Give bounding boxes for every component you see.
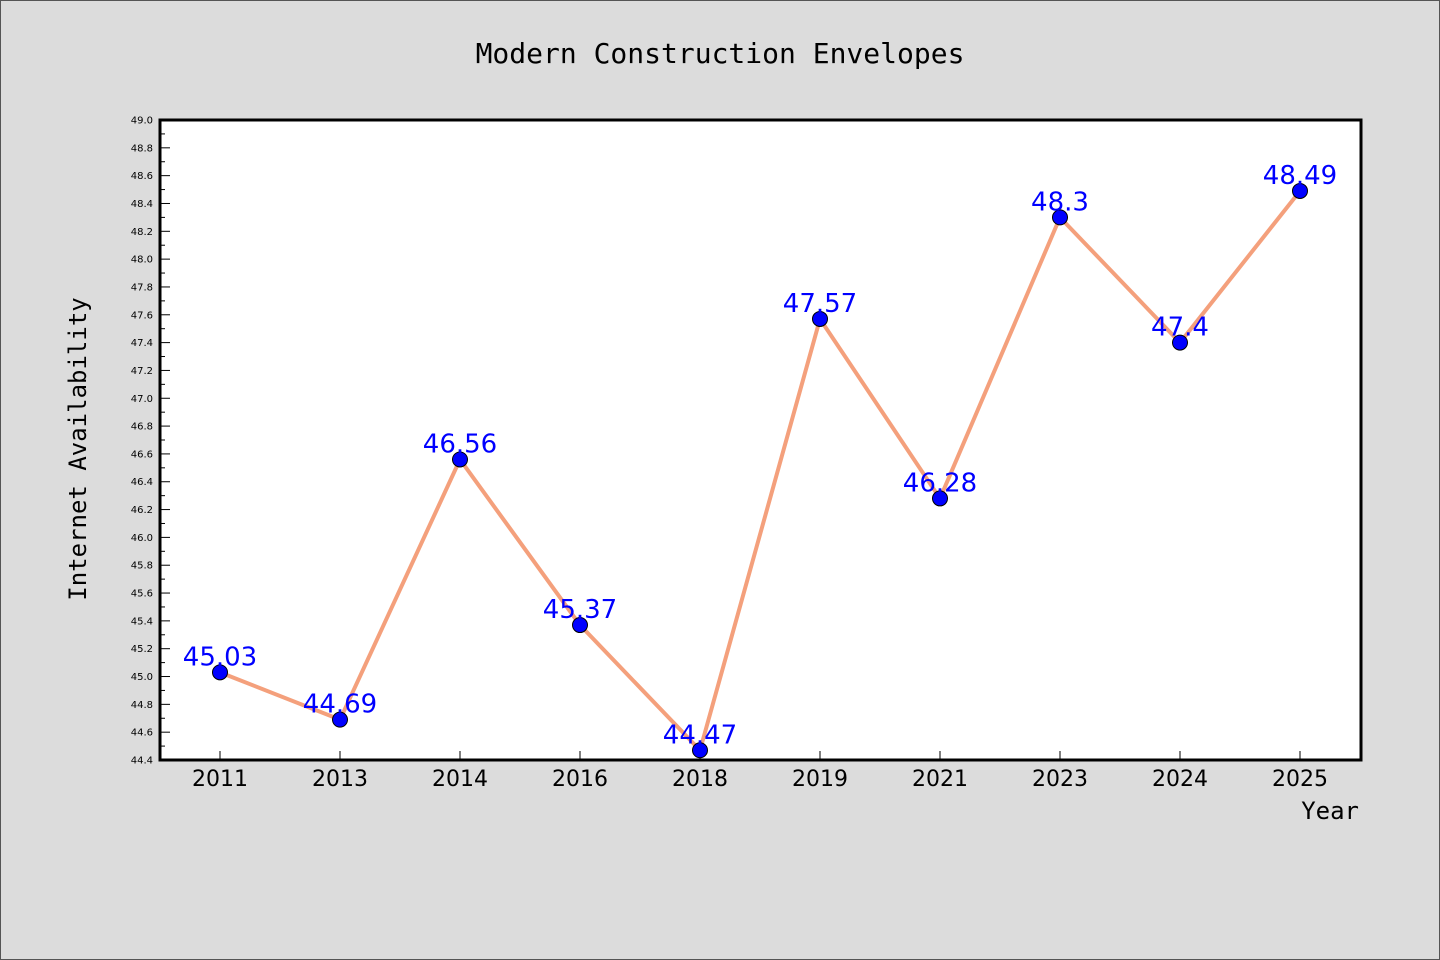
x-tick-label: 2025 [1272, 767, 1328, 792]
data-label: 48.3 [1031, 187, 1089, 217]
y-tick-label: 44.4 [131, 756, 153, 767]
data-point [1292, 182, 1308, 199]
data-labels: 45.03 44.69 46.56 45.37 44.47 47.57 46.28 48.3 4… [183, 161, 1337, 750]
data-label: 46.28 [903, 468, 977, 498]
x-tick-label: 2016 [552, 767, 608, 792]
x-axis: 2011 2013 2014 2016 2018 2019 2021 2023 2024 2025 [192, 751, 1328, 792]
y-tick-label: 46.8 [131, 422, 153, 433]
x-tick-label: 2014 [432, 767, 488, 792]
x-tick-label: 2019 [792, 767, 848, 792]
y-axis-label: Internet Availability [64, 297, 92, 600]
x-axis-label: Year [1301, 797, 1359, 825]
data-point [332, 711, 348, 728]
y-tick-label: 49.0 [131, 116, 153, 127]
y-tick-label: 48.0 [131, 255, 153, 266]
data-label: 44.69 [303, 690, 377, 720]
y-tick-label: 46.6 [131, 449, 153, 460]
data-points [212, 182, 1308, 759]
data-label: 47.4 [1151, 313, 1209, 343]
data-label: 47.57 [783, 289, 857, 319]
y-tick-label: 46.0 [131, 533, 153, 544]
data-point [1172, 334, 1188, 351]
y-tick-label: 48.4 [131, 199, 153, 210]
chart-title: Modern Construction Envelopes [476, 37, 965, 70]
y-tick-label: 45.0 [131, 672, 153, 683]
y-tick-label: 45.8 [131, 561, 153, 572]
x-tick-label: 2011 [192, 767, 248, 792]
data-point [932, 490, 948, 507]
y-tick-label: 44.6 [131, 728, 153, 739]
y-tick-label: 47.4 [131, 338, 153, 349]
data-point [452, 451, 468, 468]
y-tick-label: 47.8 [131, 282, 153, 293]
data-label: 45.37 [543, 595, 617, 625]
x-tick-label: 2018 [672, 767, 728, 792]
y-tick-label: 44.8 [131, 700, 153, 711]
y-tick-label: 47.0 [131, 394, 153, 405]
data-label: 44.47 [663, 720, 737, 750]
y-tick-label: 48.6 [131, 171, 153, 182]
x-tick-label: 2024 [1152, 767, 1208, 792]
y-tick-label: 45.2 [131, 644, 153, 655]
data-point [572, 617, 588, 634]
series-line [219, 189, 1302, 753]
data-label: 45.03 [183, 642, 257, 672]
data-point [212, 664, 228, 681]
y-tick-label: 48.8 [131, 143, 153, 154]
y-tick-label: 47.2 [131, 366, 153, 377]
y-tick-label: 48.2 [131, 227, 153, 238]
data-point [1052, 209, 1068, 226]
y-tick-label: 47.6 [131, 310, 153, 321]
data-point [692, 742, 708, 759]
y-tick-label: 46.2 [131, 505, 153, 516]
y-axis: 44.4 44.6 44.8 45.0 45.2 45.4 45.6 45.8 46.0 46.2… [131, 116, 170, 767]
data-label: 48.49 [1263, 161, 1337, 191]
y-tick-label: 46.4 [131, 477, 153, 488]
x-tick-label: 2013 [312, 767, 368, 792]
x-tick-label: 2023 [1032, 767, 1088, 792]
x-tick-label: 2021 [912, 767, 968, 792]
plot-area [158, 118, 1363, 762]
data-label: 46.56 [423, 429, 497, 459]
y-tick-label: 45.6 [131, 589, 153, 600]
data-point [812, 310, 828, 327]
y-tick-label: 45.4 [131, 616, 153, 627]
